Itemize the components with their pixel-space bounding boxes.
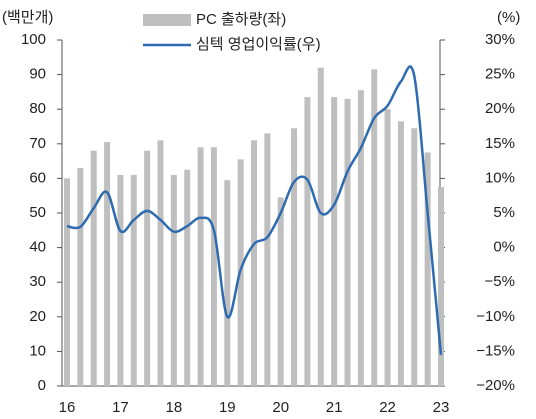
bar: [184, 169, 191, 386]
y2-tick-label: −20%: [476, 377, 515, 394]
x-tick-label: 21: [326, 399, 343, 416]
y-tick-label: 30: [29, 273, 46, 290]
y-tick-label: 20: [29, 308, 46, 325]
y-tick-label: 100: [21, 31, 46, 48]
y2-tick-label: 0%: [493, 239, 515, 256]
y-tick-label: 90: [29, 66, 46, 83]
bar: [384, 109, 391, 386]
y-tick-label: 50: [29, 204, 46, 221]
y2-tick-label: 15%: [485, 135, 515, 152]
y2-tick-label: 30%: [485, 31, 515, 48]
bar: [357, 90, 364, 387]
bar: [90, 150, 97, 386]
y-tick-label: 0: [38, 377, 46, 394]
y2-tick-label: 5%: [493, 204, 515, 221]
bar: [397, 121, 404, 386]
line: [66, 65, 443, 355]
y-axis-label: (백만개): [2, 9, 53, 26]
bar: [371, 69, 378, 386]
y-tick-label: 80: [29, 100, 46, 117]
bar: [264, 133, 271, 386]
bar: [411, 128, 418, 387]
bar: [424, 152, 431, 386]
bar: [117, 174, 124, 386]
x-tick-label: 22: [379, 399, 396, 416]
bar: [77, 168, 84, 386]
bar: [291, 128, 298, 387]
legend-swatch: [143, 14, 191, 26]
bar: [331, 97, 338, 386]
bar: [251, 140, 257, 386]
bar: [144, 150, 151, 386]
bar: [317, 67, 324, 387]
y2-tick-label: −15%: [476, 342, 515, 359]
bar: [277, 197, 284, 386]
bar: [210, 147, 217, 386]
y2-tick-label: 20%: [485, 100, 515, 117]
bar: [157, 140, 164, 386]
x-tick-label: 23: [433, 399, 450, 416]
y2-tick-label: −10%: [476, 308, 515, 325]
legend-label: PC 출하량(좌): [196, 11, 286, 28]
bar: [170, 174, 177, 386]
bar: [344, 98, 351, 386]
bar: [438, 187, 444, 386]
x-tick-label: 19: [219, 399, 236, 416]
bar: [224, 180, 231, 386]
bar: [197, 147, 204, 386]
y-tick-label: 10: [29, 342, 46, 359]
y-tick-label: 70: [29, 135, 46, 152]
y2-tick-label: −5%: [485, 273, 515, 290]
y2-tick-label: 10%: [485, 169, 515, 186]
x-tick-label: 20: [272, 399, 289, 416]
x-tick-label: 18: [166, 399, 183, 416]
y-tick-label: 40: [29, 239, 46, 256]
y2-axis-label: (%): [497, 9, 520, 26]
legend-label: 심텍 영업이익률(우): [196, 36, 321, 53]
x-tick-label: 16: [59, 399, 76, 416]
bar: [64, 178, 70, 386]
x-tick-label: 17: [112, 399, 129, 416]
y-tick-label: 60: [29, 169, 46, 186]
bar: [130, 174, 137, 386]
y2-tick-label: 25%: [485, 66, 515, 83]
bar: [304, 97, 311, 386]
bar: [104, 142, 111, 386]
